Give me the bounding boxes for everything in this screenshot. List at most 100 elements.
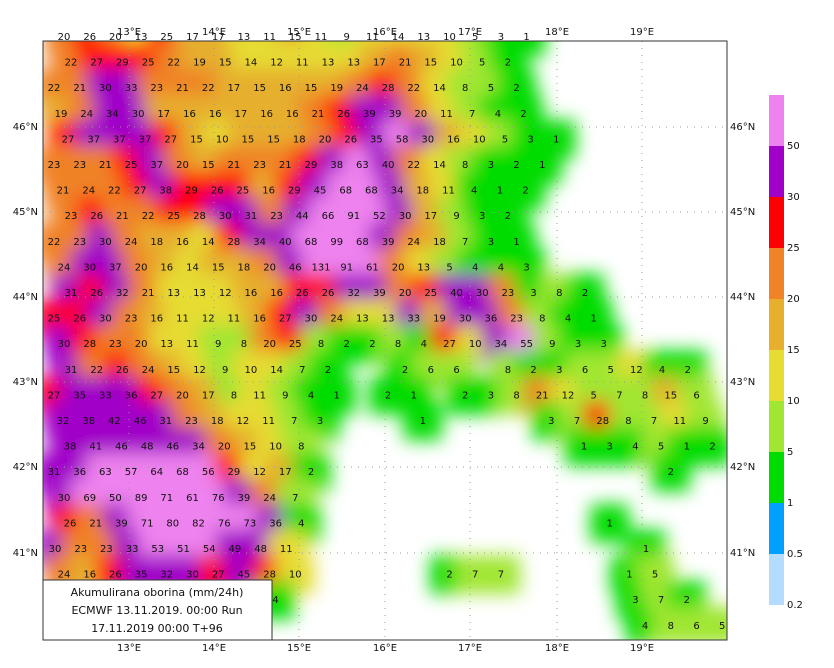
grid-value: 1	[497, 186, 503, 197]
grid-value: 39	[238, 493, 251, 504]
legend-swatch	[769, 554, 784, 605]
grid-value: 8	[395, 339, 401, 350]
grid-value: 13	[193, 288, 206, 299]
grid-value: 15	[424, 58, 437, 69]
grid-value: 30	[99, 83, 112, 94]
grid-value: 8	[231, 390, 237, 401]
grid-value: 18	[416, 186, 429, 197]
lon-label-bottom: 17°E	[458, 643, 482, 654]
grid-value: 66	[322, 211, 335, 222]
lat-label-left: 46°N	[13, 122, 38, 133]
grid-value: 11	[296, 58, 309, 69]
grid-value: 20	[109, 32, 122, 43]
grid-value: 45	[314, 186, 327, 197]
grid-value: 131	[311, 262, 330, 273]
grid-value: 10	[289, 570, 302, 581]
grid-value: 1	[539, 160, 545, 171]
grid-value: 26	[90, 211, 103, 222]
grid-value: 30	[99, 237, 112, 248]
grid-value: 33	[407, 314, 420, 325]
lat-label-left: 44°N	[13, 292, 38, 303]
grid-value: 4	[659, 365, 665, 376]
grid-value: 4	[632, 442, 638, 453]
lat-label-right: 42°N	[730, 462, 755, 473]
grid-value: 2	[402, 365, 408, 376]
lat-label-right: 41°N	[730, 548, 755, 559]
grid-value: 2	[513, 160, 519, 171]
grid-value: 19	[433, 314, 446, 325]
grid-value: 25	[289, 339, 302, 350]
grid-value: 15	[305, 83, 318, 94]
grid-value: 80	[166, 518, 179, 529]
lat-label-right: 44°N	[730, 292, 755, 303]
grid-value: 20	[263, 262, 276, 273]
precip-cell	[693, 427, 727, 466]
grid-value: 3	[479, 211, 485, 222]
grid-value: 30	[49, 544, 62, 555]
grid-value: 4	[272, 595, 278, 606]
grid-value: 7	[651, 416, 657, 427]
legend-swatch	[769, 146, 784, 197]
grid-value: 21	[176, 83, 189, 94]
grid-value: 2	[505, 58, 511, 69]
grid-value: 1	[411, 390, 417, 401]
grid-value: 8	[539, 314, 545, 325]
grid-value: 11	[253, 390, 266, 401]
grid-value: 54	[203, 544, 216, 555]
lat-label-left: 45°N	[13, 207, 38, 218]
grid-value: 17	[186, 32, 199, 43]
grid-values: 20 26 20 13 25 17 17 13 11 15 11 9 11 14 13 10 5 3 122 27 29…	[48, 32, 726, 632]
grid-value: 37	[139, 134, 152, 145]
grid-value: 14	[202, 237, 215, 248]
axis-labels: 13°E 13°E 14°E 14°E 15°E 15°E 16°E 16°E 17°E 17°E…	[13, 27, 755, 654]
grid-value: 36	[269, 518, 282, 529]
grid-value: 52	[373, 211, 386, 222]
legend-label: 1	[787, 498, 793, 509]
grid-value: 13	[135, 32, 148, 43]
grid-value: 16	[176, 237, 189, 248]
grid-value: 30	[399, 211, 412, 222]
grid-value: 21	[57, 186, 70, 197]
grid-value: 7	[658, 595, 664, 606]
precip-cell	[481, 555, 521, 594]
grid-value: 5	[446, 262, 452, 273]
grid-value: 32	[57, 416, 70, 427]
grid-value: 31	[159, 416, 172, 427]
grid-value: 2	[446, 570, 452, 581]
grid-value: 15	[242, 134, 255, 145]
grid-value: 1	[420, 416, 426, 427]
grid-value: 41	[89, 442, 102, 453]
grid-value: 36	[485, 314, 498, 325]
grid-value: 2	[522, 186, 528, 197]
grid-value: 8	[642, 390, 648, 401]
grid-value: 10	[469, 339, 482, 350]
grid-value: 35	[73, 390, 86, 401]
grid-value: 8	[462, 160, 468, 171]
grid-value: 58	[396, 134, 409, 145]
grid-value: 21	[279, 160, 292, 171]
precip-cell	[590, 504, 629, 543]
legend-swatch	[769, 95, 784, 146]
grid-value: 31	[48, 467, 61, 478]
grid-value: 11	[366, 32, 379, 43]
grid-value: 2	[685, 365, 691, 376]
grid-value: 31	[245, 211, 258, 222]
grid-value: 8	[241, 339, 247, 350]
legend-swatch	[769, 197, 784, 248]
caption-time: 17.11.2019 00:00 T+96	[91, 622, 223, 635]
grid-value: 36	[73, 467, 86, 478]
precip-cell	[702, 606, 727, 640]
legend-label: 0.5	[787, 549, 803, 560]
grid-value: 16	[150, 314, 163, 325]
grid-value: 10	[473, 134, 486, 145]
grid-value: 61	[366, 262, 379, 273]
legend-swatch	[769, 350, 784, 401]
legend-label: 10	[787, 396, 800, 407]
grid-value: 21	[89, 518, 102, 529]
grid-value: 28	[83, 339, 96, 350]
grid-value: 11	[280, 544, 293, 555]
grid-value: 5	[658, 442, 664, 453]
grid-value: 9	[702, 416, 708, 427]
grid-value: 37	[150, 160, 163, 171]
